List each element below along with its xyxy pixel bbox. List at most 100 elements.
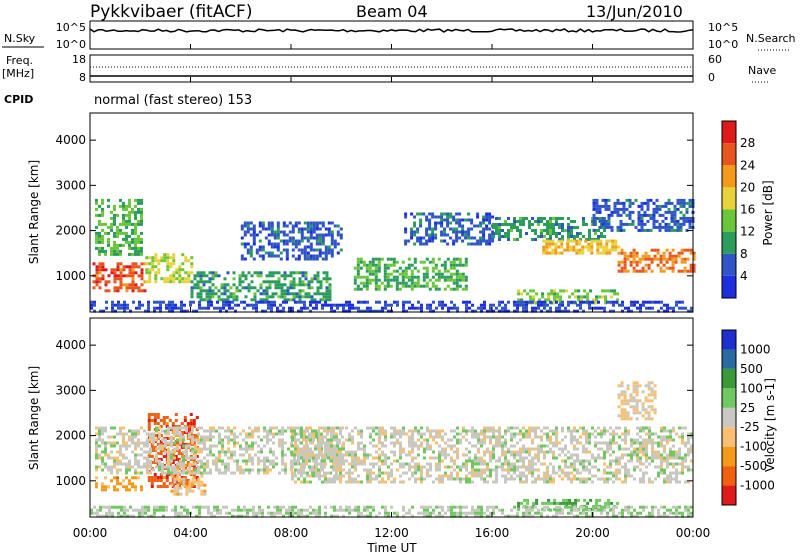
velocity-region-3 [95, 426, 344, 475]
date-title: 13/Jun/2010 [586, 2, 683, 21]
velocity-colorbar: 1000 500 100 25 -25 -100 -500 -1000 [721, 329, 775, 506]
power-colorbar-tick-5: 24 [740, 158, 755, 172]
freq-left-tick-top: 18 [72, 53, 86, 66]
power-colorbar-tick-3: 16 [740, 203, 755, 217]
station-title: Pykkvibaer (fitACF) [90, 2, 252, 22]
velocity-colorbar-bin-1 [722, 466, 736, 486]
velocity-panel: 1000 2000 3000 4000 Slant Range [km] [27, 317, 694, 518]
power-region-4 [240, 221, 343, 261]
power-data-cells [90, 198, 696, 313]
velocity-colorbar-tick-4: -25 [740, 420, 760, 434]
freq-right-tick-bottom: 0 [708, 71, 715, 84]
xtick-label-3: 12:00 [374, 526, 409, 540]
freq-unit-label: [MHz] [2, 67, 34, 80]
noise-left-tick-bottom: 10^0 [56, 38, 86, 51]
power-region-10 [592, 198, 695, 232]
xtick-label-5: 20:00 [575, 526, 610, 540]
velocity-colorbar-tick-5: -100 [740, 440, 767, 454]
nave-label: Nave [748, 64, 776, 77]
xtick-label-2: 08:00 [274, 526, 309, 540]
velocity-ytick-label-1: 2000 [55, 429, 86, 443]
xtick-label-6: 00:00 [676, 526, 711, 540]
power-colorbar-tick-6: 28 [740, 136, 755, 150]
velocity-colorbar-label: Velocity [m s-1] [763, 378, 777, 472]
power-colorbar-tick-0: 4 [740, 269, 748, 283]
velocity-colorbar-bin-4 [722, 407, 736, 428]
velocity-colorbar-bin-8 [722, 330, 736, 350]
velocity-colorbar-tick-0: 1000 [740, 342, 771, 356]
velocity-region-6 [617, 381, 657, 421]
velocity-region-4 [291, 426, 693, 484]
power-ytick-label-1: 2000 [55, 224, 86, 238]
velocity-colorbar-bin-6 [722, 368, 736, 389]
velocity-ytick-label-3: 4000 [55, 338, 86, 352]
power-colorbar-tick-4: 20 [740, 180, 755, 194]
power-y-axis-label: Slant Range [km] [27, 160, 41, 264]
freq-panel: Freq. [MHz] 18 8 60 0 Nave CPID normal (… [2, 53, 776, 108]
beam-title: Beam 04 [356, 2, 428, 21]
velocity-colorbar-bin-7 [722, 349, 736, 369]
power-region-8 [542, 239, 621, 255]
power-region-2 [95, 198, 143, 256]
velocity-region-7 [90, 505, 693, 518]
power-colorbar-bin-5 [722, 165, 736, 188]
power-region-12 [90, 300, 693, 313]
velocity-colorbar-tick-1: 500 [740, 362, 763, 376]
power-colorbar-bin-4 [722, 187, 736, 210]
velocity-colorbar-bin-5 [722, 388, 736, 408]
time-axis-label: Time UT [366, 541, 417, 554]
velocity-colorbar-bin-2 [722, 446, 736, 467]
xtick-label-1: 04:00 [173, 526, 208, 540]
velocity-colorbar-tick-6: -500 [740, 459, 767, 473]
cpid-label: CPID [4, 93, 33, 106]
power-colorbar-bin-7 [722, 121, 736, 144]
velocity-colorbar-tick-7: -1000 [740, 479, 775, 493]
noise-trace [89, 28, 694, 33]
velocity-region-0 [95, 476, 143, 492]
velocity-ytick-label-2: 3000 [55, 383, 86, 397]
velocity-y-axis-label: Slant Range [km] [27, 366, 41, 470]
noise-panel: N.Sky 10^5 10^0 10^5 10^0 N.Search [2, 20, 796, 51]
velocity-colorbar-tick-2: 100 [740, 381, 763, 395]
power-region-3 [190, 271, 332, 302]
velocity-colorbar-bin-0 [722, 485, 736, 505]
velocity-colorbar-bin-3 [722, 427, 736, 447]
velocity-colorbar-frame [721, 329, 737, 506]
noise-right-tick-bottom: 10^0 [708, 38, 738, 51]
power-colorbar-label: Power [dB] [761, 180, 775, 245]
noise-right-tick-top: 10^5 [708, 21, 738, 34]
xtick-label-4: 16:00 [475, 526, 510, 540]
freq-label: Freq. [6, 54, 33, 67]
freq-left-tick-bottom: 8 [79, 71, 86, 84]
power-colorbar-frame [721, 120, 737, 299]
power-region-9 [617, 248, 696, 273]
velocity-data-cells [90, 381, 693, 518]
power-panel: 1000 2000 3000 4000 Slant Range [km] [27, 112, 696, 313]
velocity-colorbar-tick-3: 25 [740, 401, 755, 415]
power-region-0 [92, 262, 147, 293]
time-axis-ticks: 00:00 04:00 08:00 12:00 16:00 20:00 00:00 [73, 44, 711, 540]
power-colorbar-bin-0 [722, 275, 736, 298]
velocity-ytick-label-0: 1000 [55, 474, 86, 488]
xtick-label-0: 00:00 [73, 526, 108, 540]
power-region-5 [353, 257, 468, 291]
power-colorbar-bin-2 [722, 231, 736, 254]
cpid-value: normal (fast stereo) 153 [94, 93, 252, 108]
power-colorbar-bin-1 [722, 253, 736, 276]
power-colorbar-tick-2: 12 [740, 225, 755, 239]
power-colorbar-tick-1: 8 [740, 247, 748, 261]
power-colorbar-bin-6 [722, 143, 736, 166]
power-colorbar-bin-3 [722, 209, 736, 232]
noise-left-tick-top: 10^5 [56, 21, 86, 34]
power-region-1 [145, 253, 194, 284]
power-region-7 [492, 217, 606, 241]
power-ytick-label-2: 3000 [55, 178, 86, 192]
nsearch-label: N.Search [746, 32, 796, 45]
nsky-label: N.Sky [4, 32, 36, 45]
power-region-6 [404, 212, 495, 246]
power-colorbar: 4 8 12 16 20 24 28 [721, 120, 755, 299]
power-ytick-label-3: 4000 [55, 133, 86, 147]
power-ytick-label-0: 1000 [55, 269, 86, 283]
freq-right-tick-top: 60 [708, 53, 722, 66]
